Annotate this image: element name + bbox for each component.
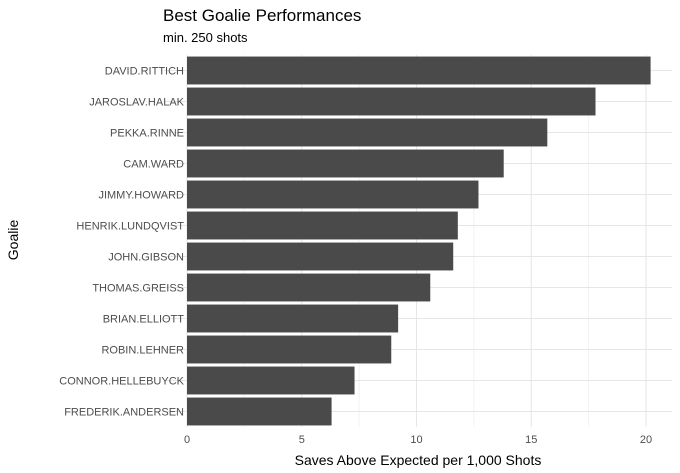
y-tick-label: JIMMY.HOWARD (98, 190, 184, 202)
bar (187, 118, 548, 147)
y-tick-label: FREDERIK.ANDERSEN (64, 407, 184, 419)
bar (187, 87, 596, 116)
bars (187, 56, 651, 426)
y-tick-label: CONNOR.HELLEBUYCK (59, 376, 184, 388)
y-tick-label: DAVID.RITTICH (105, 66, 184, 78)
chart-subtitle: min. 250 shots (163, 30, 248, 45)
y-tick-label: PEKKA.RINNE (110, 128, 184, 140)
y-tick-label: THOMAS.GREISS (92, 283, 184, 295)
x-tick-label: 20 (640, 434, 652, 446)
x-axis-tick-labels: 0 5 10 15 20 (184, 434, 652, 446)
bar (187, 180, 479, 209)
bar (187, 273, 431, 302)
chart-title: Best Goalie Performances (163, 6, 361, 25)
bar (187, 397, 332, 426)
bar (187, 304, 399, 333)
y-axis-tick-labels: DAVID.RITTICH JAROSLAV.HALAK PEKKA.RINNE CA… (59, 66, 184, 419)
bar (187, 335, 392, 364)
y-tick-label: ROBIN.LEHNER (101, 345, 184, 357)
x-tick-label: 10 (410, 434, 422, 446)
y-tick-label: CAM.WARD (123, 159, 184, 171)
x-axis-title: Saves Above Expected per 1,000 Shots (295, 452, 542, 468)
bar (187, 211, 458, 240)
bar (187, 149, 504, 178)
bar (187, 366, 355, 395)
y-tick-label: JOHN.GIBSON (108, 252, 184, 264)
bar (187, 56, 651, 85)
y-tick-label: BRIAN.ELLIOTT (103, 314, 185, 326)
bar (187, 242, 454, 271)
y-tick-label: HENRIK.LUNDQVIST (76, 221, 184, 233)
x-tick-label: 0 (184, 434, 190, 446)
x-tick-label: 5 (299, 434, 305, 446)
x-tick-label: 15 (525, 434, 537, 446)
y-axis-title: Goalie (5, 220, 21, 261)
y-tick-label: JAROSLAV.HALAK (89, 97, 184, 109)
